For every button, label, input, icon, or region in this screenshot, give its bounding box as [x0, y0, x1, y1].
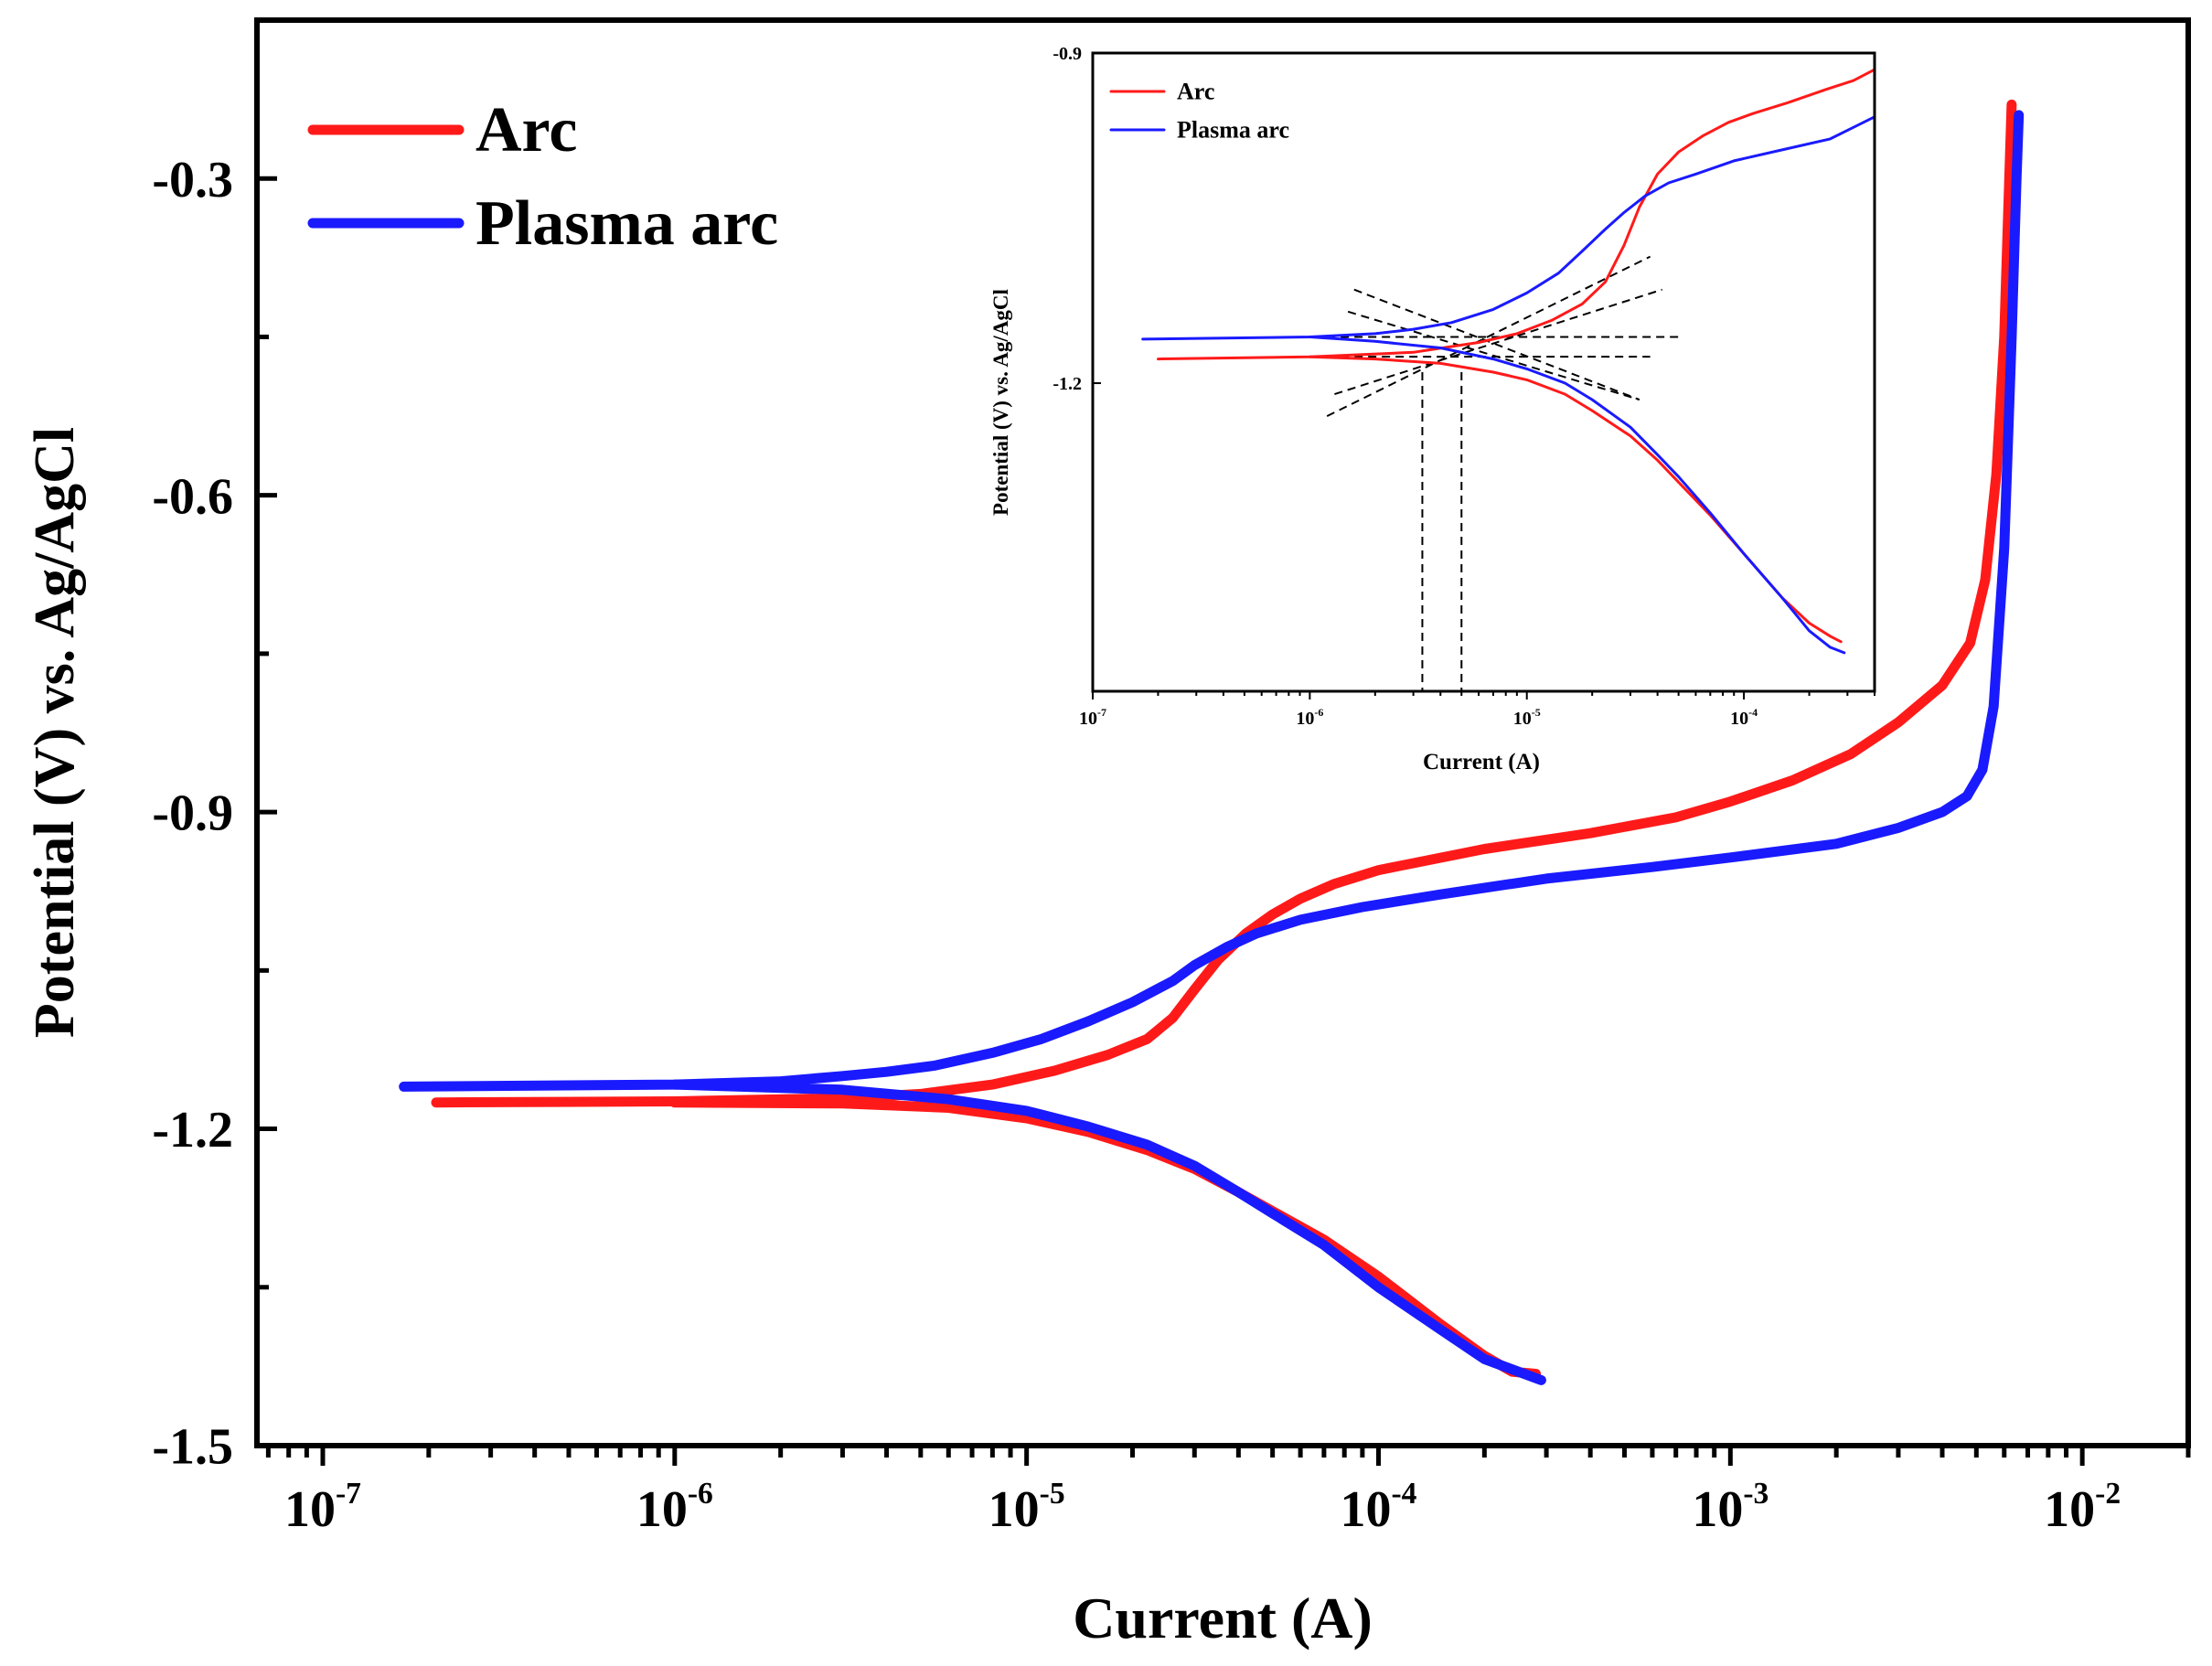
- x-tick-label: 10-6: [636, 1477, 713, 1538]
- series-line-plasma-arc-anodic: [1141, 115, 1876, 341]
- legend-label-plasma-arc: Plasma arc: [476, 188, 778, 259]
- y-tick-label: -0.9: [1053, 44, 1082, 64]
- legend: Arc Plasma arc: [307, 95, 778, 259]
- inset-plot-frame: [1091, 51, 1876, 693]
- main-series-group: [399, 99, 2025, 1385]
- main-x-axis: 10-7 10-6 10-5 10-4 10-3 10-2: [265, 1446, 2191, 1538]
- tafel-line: [1347, 310, 1640, 401]
- y-tick-label: -0.9: [152, 785, 233, 842]
- y-tick-label: -1.2: [1053, 374, 1082, 394]
- x-tick-label: 10-2: [2044, 1477, 2121, 1538]
- x-tick-label: 10-6: [1296, 706, 1323, 729]
- inset-series-group: [1141, 68, 1876, 655]
- x-tick-label: 10-4: [1340, 1477, 1416, 1538]
- inset-x-axis-label: Current (A): [1423, 750, 1540, 774]
- series-line-plasma-arc-cathodic: [1308, 336, 1846, 655]
- y-axis-label: Potential (V) vs. Ag/AgCl: [24, 427, 86, 1038]
- x-tick-label: 10-3: [1692, 1477, 1769, 1538]
- series-line-plasma-arc-cathodic: [669, 1079, 1546, 1385]
- main-plot: 10-7 10-6 10-5 10-4 10-3 10-2 -0.3 -0.6 -0.9 -1.…: [24, 17, 2191, 1650]
- tafel-line: [1326, 255, 1651, 418]
- x-tick-label: 10-5: [988, 1477, 1065, 1538]
- inset-legend: Arc Plasma arc: [1109, 79, 1289, 144]
- tafel-line: [1334, 288, 1662, 396]
- inset-tafel-lines: [1326, 255, 1683, 691]
- inset-x-axis: 10-7 10-6 10-5 10-4: [1079, 691, 1875, 729]
- y-tick-label: -0.6: [152, 468, 233, 525]
- series-line-arc-cathodic: [669, 1097, 1542, 1379]
- x-tick-label: 10-7: [1079, 706, 1106, 729]
- series-line-arc-anodic: [431, 99, 2017, 1108]
- main-y-axis: -0.3 -0.6 -0.9 -1.2 -1.5: [152, 152, 277, 1476]
- series-line-arc-anodic: [1157, 68, 1876, 361]
- tafel-line: [1353, 288, 1640, 401]
- y-tick-label: -1.2: [152, 1102, 233, 1159]
- y-tick-label: -0.3: [152, 152, 233, 208]
- x-tick-label: 10-4: [1730, 706, 1758, 729]
- inset-plot: 10-7 10-6 10-5 10-4 -0.9 -1.2 Current (A) Po…: [989, 44, 1876, 774]
- legend-label-plasma-arc: Plasma arc: [1177, 117, 1289, 144]
- inset-y-axis: -0.9 -1.2: [1053, 44, 1101, 394]
- legend-label-arc: Arc: [1177, 79, 1214, 105]
- legend-label-arc: Arc: [476, 95, 577, 166]
- series-line-plasma-arc-anodic: [399, 110, 2025, 1092]
- inset-y-axis-label: Potential (V) vs. Ag/AgCl: [989, 289, 1012, 516]
- main-plot-frame: [254, 17, 2191, 1448]
- series-line-arc-cathodic: [1308, 355, 1843, 644]
- x-tick-label: 10-7: [284, 1477, 361, 1538]
- y-tick-label: -1.5: [152, 1419, 233, 1476]
- x-tick-label: 10-5: [1513, 706, 1541, 729]
- x-axis-label: Current (A): [1073, 1586, 1373, 1650]
